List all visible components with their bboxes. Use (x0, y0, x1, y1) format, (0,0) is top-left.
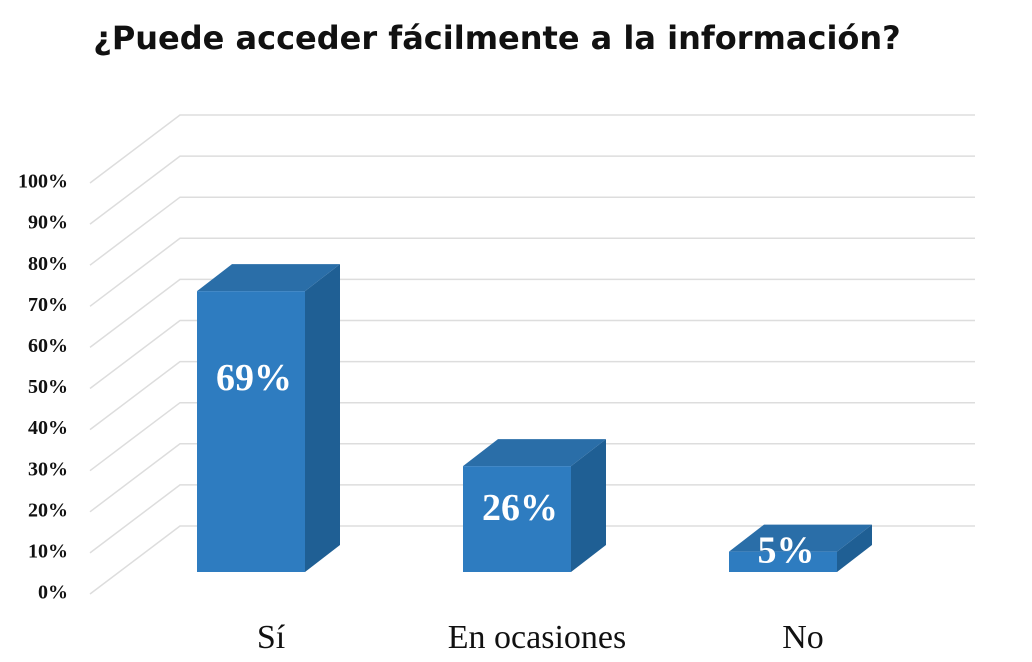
bar (463, 439, 606, 572)
grid-line (89, 360, 975, 431)
y-tick-label: 80% (28, 253, 68, 275)
grid-line (89, 278, 975, 348)
data-label: 26% (482, 487, 558, 529)
data-label: 5% (758, 530, 815, 572)
grid-line (89, 484, 975, 554)
bar-top (729, 524, 872, 552)
y-tick-label: 10% (28, 540, 68, 562)
bar (729, 524, 872, 572)
grid-line (89, 114, 975, 184)
y-tick-label: 60% (28, 335, 68, 357)
grid-line (89, 319, 975, 390)
y-tick-label: 70% (28, 294, 68, 316)
bar-side (837, 524, 872, 572)
chart-title: ¿Puede acceder fácilmente a la informaci… (93, 19, 900, 57)
x-tick-label: En ocasiones (448, 619, 626, 656)
y-tick-label: 100% (18, 171, 68, 193)
bar-side (571, 439, 606, 572)
x-tick-label: No (782, 619, 824, 656)
y-tick-label: 50% (28, 376, 68, 398)
data-label: 69% (216, 357, 292, 399)
grid-line (89, 155, 975, 225)
y-tick-label: 0% (38, 582, 68, 604)
y-tick-label: 90% (28, 212, 68, 234)
y-tick-label: 40% (28, 417, 68, 439)
bar-top (197, 264, 340, 292)
grid-line (89, 196, 975, 266)
bar-front (463, 466, 571, 572)
grid-line (89, 401, 975, 472)
grid-line (89, 237, 975, 307)
y-tick-label: 30% (28, 458, 68, 480)
bar-front (729, 551, 837, 572)
bar (197, 264, 340, 572)
y-tick-label: 20% (28, 499, 68, 521)
x-tick-label: Sí (257, 619, 286, 656)
bar-top (463, 439, 606, 467)
bar-front (197, 291, 305, 572)
grid-line (89, 443, 975, 513)
grid-line (89, 525, 975, 595)
bar-side (305, 264, 340, 572)
